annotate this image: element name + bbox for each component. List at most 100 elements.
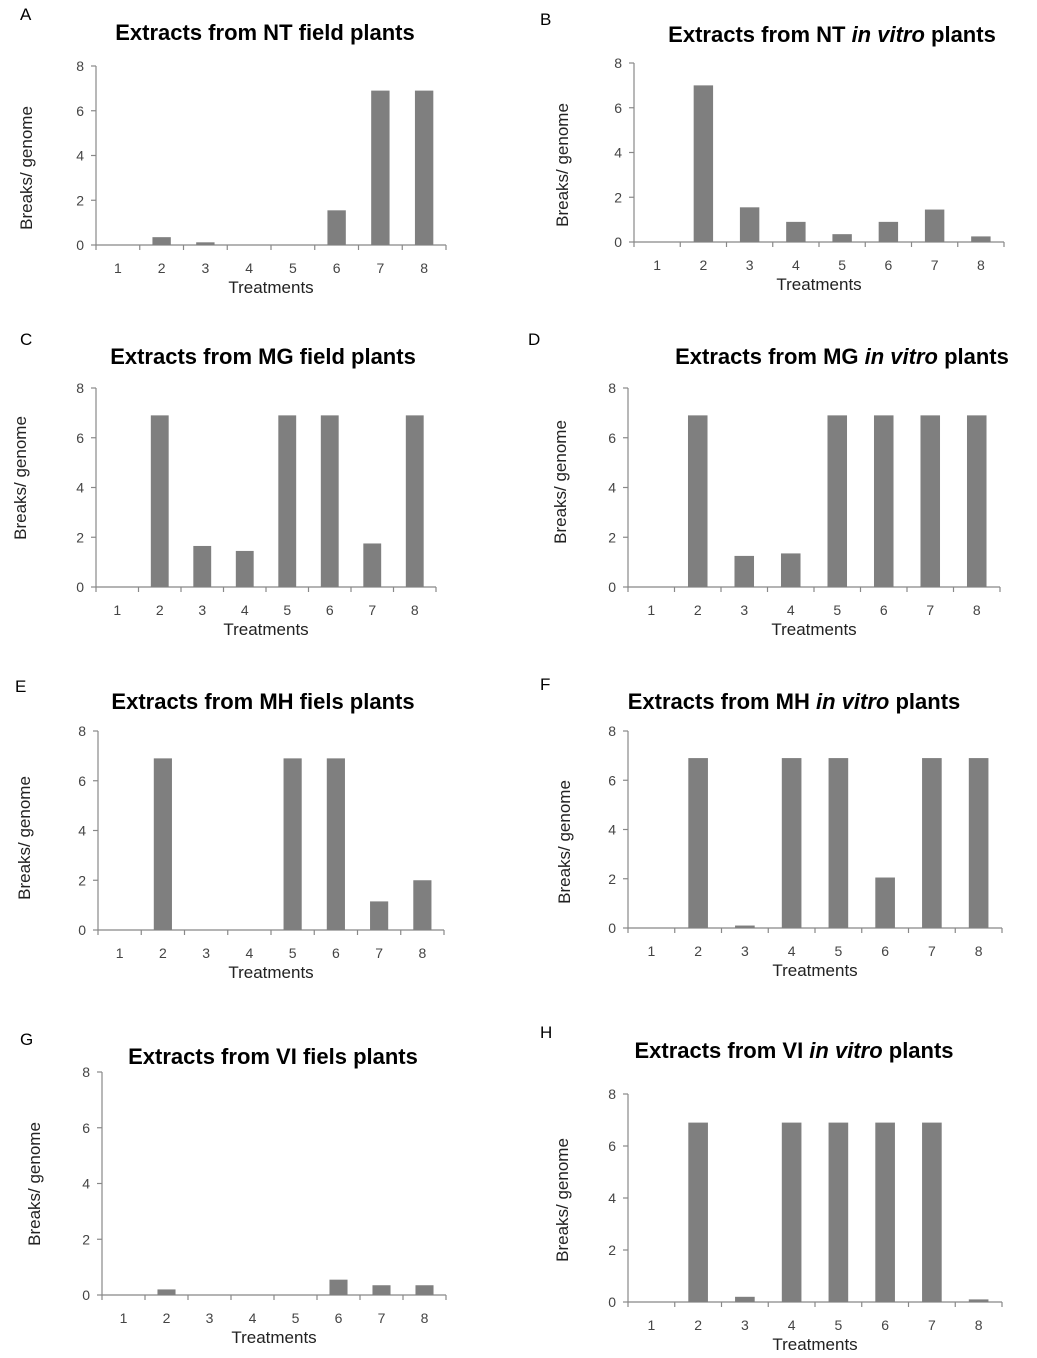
panel-b-x-tick-label: 2 [699, 257, 707, 273]
panel-g-y-tick-label: 6 [82, 1120, 90, 1136]
panel-h-letter: H [540, 1023, 552, 1042]
panel-a-bar-7 [371, 90, 390, 245]
panel-c: C Extracts from MG field plants 0 2 4 6 8 1 2 3 4 5… [11, 330, 437, 639]
panel-b-y-tick-label: 0 [614, 234, 622, 250]
panel-a-bar-6 [327, 210, 346, 245]
panel-d-x-axis-label: Treatments [771, 620, 856, 639]
panel-b-bar-3 [739, 207, 760, 242]
panel-c-x-tick-label: 6 [326, 602, 334, 618]
panel-c-bar-8 [405, 415, 424, 587]
panel-g-bar-6 [329, 1279, 348, 1295]
panel-e-bar-2 [153, 758, 172, 930]
panel-b-title: Extracts from NT in vitro plants [668, 22, 996, 47]
panel-f-bar-2 [688, 758, 708, 928]
panel-g: G Extracts from VI fiels plants 0 2 4 6 8 1 2 3 4 5… [20, 1030, 447, 1347]
panel-d-letter: D [528, 330, 540, 349]
panel-a-x-axis-label: Treatments [228, 278, 313, 297]
panel-f-title: Extracts from MH in vitro plants [628, 689, 961, 714]
panel-d-y-axis-label: Breaks/ genome [551, 420, 570, 544]
panel-a-y-tick-label: 0 [76, 237, 84, 253]
panel-f-bar-4 [781, 758, 802, 928]
panel-b-y-tick-label: 4 [614, 145, 622, 161]
panel-a-x-tick-label: 1 [114, 260, 122, 276]
panel-b-x-tick-label: 5 [838, 257, 846, 273]
panel-e-x-axis-label: Treatments [228, 963, 313, 982]
panel-g-x-tick-label: 5 [292, 1310, 300, 1326]
panel-d-bar-7 [920, 415, 941, 587]
panel-a: A Extracts from NT field plants 0 2 4 6 8 1 2 3 4 5… [17, 5, 447, 297]
panel-e-x-tick-label: 8 [418, 945, 426, 961]
panel-b-y-tick-label: 8 [614, 55, 622, 71]
panel-b-y-tick-label: 2 [614, 189, 622, 205]
panel-c-x-axis-label: Treatments [223, 620, 308, 639]
panel-c-bar-5 [278, 415, 297, 587]
panel-h-bar-6 [875, 1122, 895, 1302]
panel-e-x-tick-label: 3 [202, 945, 210, 961]
panel-c-bar-4 [235, 550, 254, 587]
panel-h-x-axis-label: Treatments [772, 1335, 857, 1354]
panel-e-y-tick-label: 6 [78, 773, 86, 789]
panel-h-x-tick-label: 7 [928, 1317, 936, 1333]
panel-a-letter: A [20, 5, 32, 24]
panel-g-bar-8 [415, 1285, 434, 1295]
panel-h: H Extracts from VI in vitro plants 0 2 4 6 8 1 2… [540, 1023, 1003, 1354]
panel-d-x-tick-label: 6 [880, 602, 888, 618]
panel-g-x-tick-label: 3 [206, 1310, 214, 1326]
panel-b-y-axis-label: Breaks/ genome [553, 103, 572, 227]
panel-b-bar-4 [786, 221, 806, 242]
panel-b-bar-7 [924, 209, 945, 242]
panel-e-letter: E [15, 677, 26, 696]
panel-d-bar-8 [966, 415, 987, 587]
panel-d-x-tick-label: 8 [973, 602, 981, 618]
panel-f-x-tick-label: 3 [741, 943, 749, 959]
panel-f-bar-7 [922, 758, 942, 928]
panel-d-x-tick-label: 1 [647, 602, 655, 618]
panel-d-x-tick-label: 7 [926, 602, 934, 618]
panel-b-bar-2 [693, 85, 714, 242]
panel-a-y-tick-label: 2 [76, 192, 84, 208]
panel-c-x-tick-label: 1 [113, 602, 121, 618]
panel-f: F Extracts from MH in vitro plants 0 2 4 6 8 1 2… [540, 675, 1003, 980]
panel-c-x-tick-label: 3 [198, 602, 206, 618]
panel-d-x-tick-label: 5 [833, 602, 841, 618]
panel-c-x-tick-label: 8 [411, 602, 419, 618]
panel-c-bar-3 [193, 545, 212, 587]
panel-c-x-tick-label: 7 [368, 602, 376, 618]
panel-b-x-tick-label: 8 [977, 257, 985, 273]
panel-f-x-tick-label: 5 [834, 943, 842, 959]
panel-h-x-tick-label: 2 [694, 1317, 702, 1333]
panel-g-x-tick-label: 6 [335, 1310, 343, 1326]
panel-d: D Extracts from MG in vitro plants 0 2 4 6 8 1 2… [528, 330, 1009, 639]
panel-g-title: Extracts from VI fiels plants [128, 1044, 418, 1069]
panel-h-bar-7 [922, 1122, 942, 1302]
panel-g-x-tick-label: 4 [249, 1310, 257, 1326]
panel-e-title: Extracts from MH fiels plants [111, 689, 414, 714]
panel-g-y-tick-label: 2 [82, 1231, 90, 1247]
panel-g-bar-2 [157, 1289, 176, 1295]
panel-e-y-axis-label: Breaks/ genome [15, 776, 34, 900]
panel-d-bar-4 [780, 553, 801, 587]
panel-b-x-tick-label: 1 [653, 257, 661, 273]
panel-c-x-tick-label: 5 [283, 602, 291, 618]
panel-h-title: Extracts from VI in vitro plants [634, 1038, 953, 1063]
panel-h-bar-4 [781, 1122, 802, 1302]
panel-g-x-axis-label: Treatments [231, 1328, 316, 1347]
panel-h-y-tick-label: 2 [608, 1242, 616, 1258]
panel-g-x-tick-label: 7 [378, 1310, 386, 1326]
panel-g-letter: G [20, 1030, 33, 1049]
panel-e-y-tick-label: 0 [78, 922, 86, 938]
panel-f-y-tick-label: 6 [608, 772, 616, 788]
panel-h-x-tick-label: 6 [881, 1317, 889, 1333]
panel-b-bar-6 [878, 221, 899, 242]
panel-c-y-tick-label: 4 [76, 480, 84, 496]
panel-c-bar-7 [363, 543, 382, 587]
panel-e-x-tick-label: 5 [289, 945, 297, 961]
panel-e-x-tick-label: 6 [332, 945, 340, 961]
panel-a-y-tick-label: 8 [76, 58, 84, 74]
panel-a-x-tick-label: 3 [201, 260, 209, 276]
panel-e-x-tick-label: 4 [245, 945, 253, 961]
panel-h-x-tick-label: 5 [834, 1317, 842, 1333]
panel-d-bar-6 [873, 415, 894, 587]
panel-b-x-tick-label: 4 [792, 257, 800, 273]
